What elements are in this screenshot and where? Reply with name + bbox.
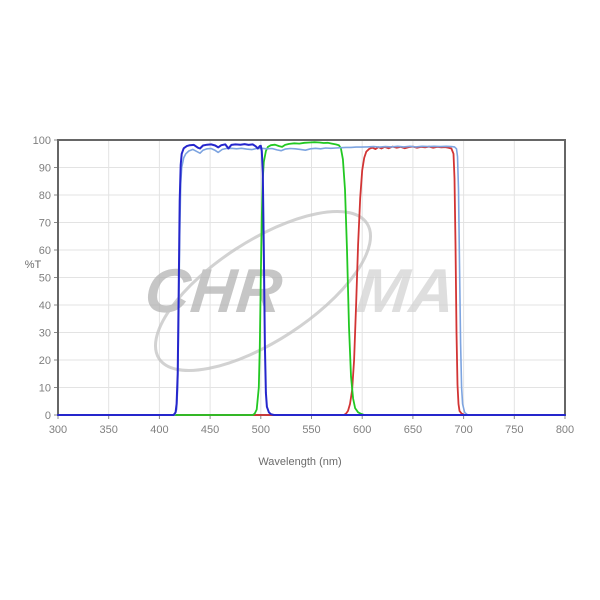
x-tick-label: 550: [302, 424, 320, 436]
y-tick-label: 80: [39, 190, 51, 202]
watermark-swoosh-ellipse: [153, 210, 373, 372]
axis-ticks: [54, 139, 566, 419]
y-tick-label: 30: [39, 328, 51, 340]
x-tick-label: 600: [353, 424, 371, 436]
chroma-watermark: CHR MA: [142, 210, 460, 372]
x-tick-label: 700: [454, 424, 472, 436]
x-tick-label: 800: [556, 424, 574, 436]
x-tick-label: 450: [201, 424, 219, 436]
y-tick-label: 100: [33, 135, 51, 147]
x-tick-label: 650: [404, 424, 422, 436]
y-tick-label: 40: [39, 300, 51, 312]
grid-lines: [58, 140, 565, 415]
y-tick-label: 10: [39, 383, 51, 395]
y-tick-label: 50: [39, 273, 51, 285]
series-luminance-filter: [57, 145, 566, 416]
watermark-text-ma: MA: [354, 257, 460, 326]
watermark-text-chr: CHR: [142, 257, 287, 326]
x-tick-label: 350: [100, 424, 118, 436]
y-tick-label: 70: [39, 218, 51, 230]
y-tick-label: 60: [39, 245, 51, 257]
axis-tick-labels: 300 350 400 450 500 550 600 650 700 750 800 0 10 20 30…: [33, 135, 575, 436]
x-tick-label: 750: [505, 424, 523, 436]
x-tick-label: 300: [49, 424, 67, 436]
y-axis-label: %T: [24, 259, 42, 271]
y-tick-label: 90: [39, 163, 51, 175]
x-axis-label: Wavelength (nm): [258, 456, 342, 468]
series-green-filter: [57, 141, 566, 416]
x-tick-label: 500: [252, 424, 270, 436]
x-tick-label: 400: [150, 424, 168, 436]
y-tick-label: 0: [45, 410, 51, 422]
series-blue-filter: [57, 143, 566, 416]
y-tick-label: 20: [39, 355, 51, 367]
filter-curves: [57, 141, 566, 416]
